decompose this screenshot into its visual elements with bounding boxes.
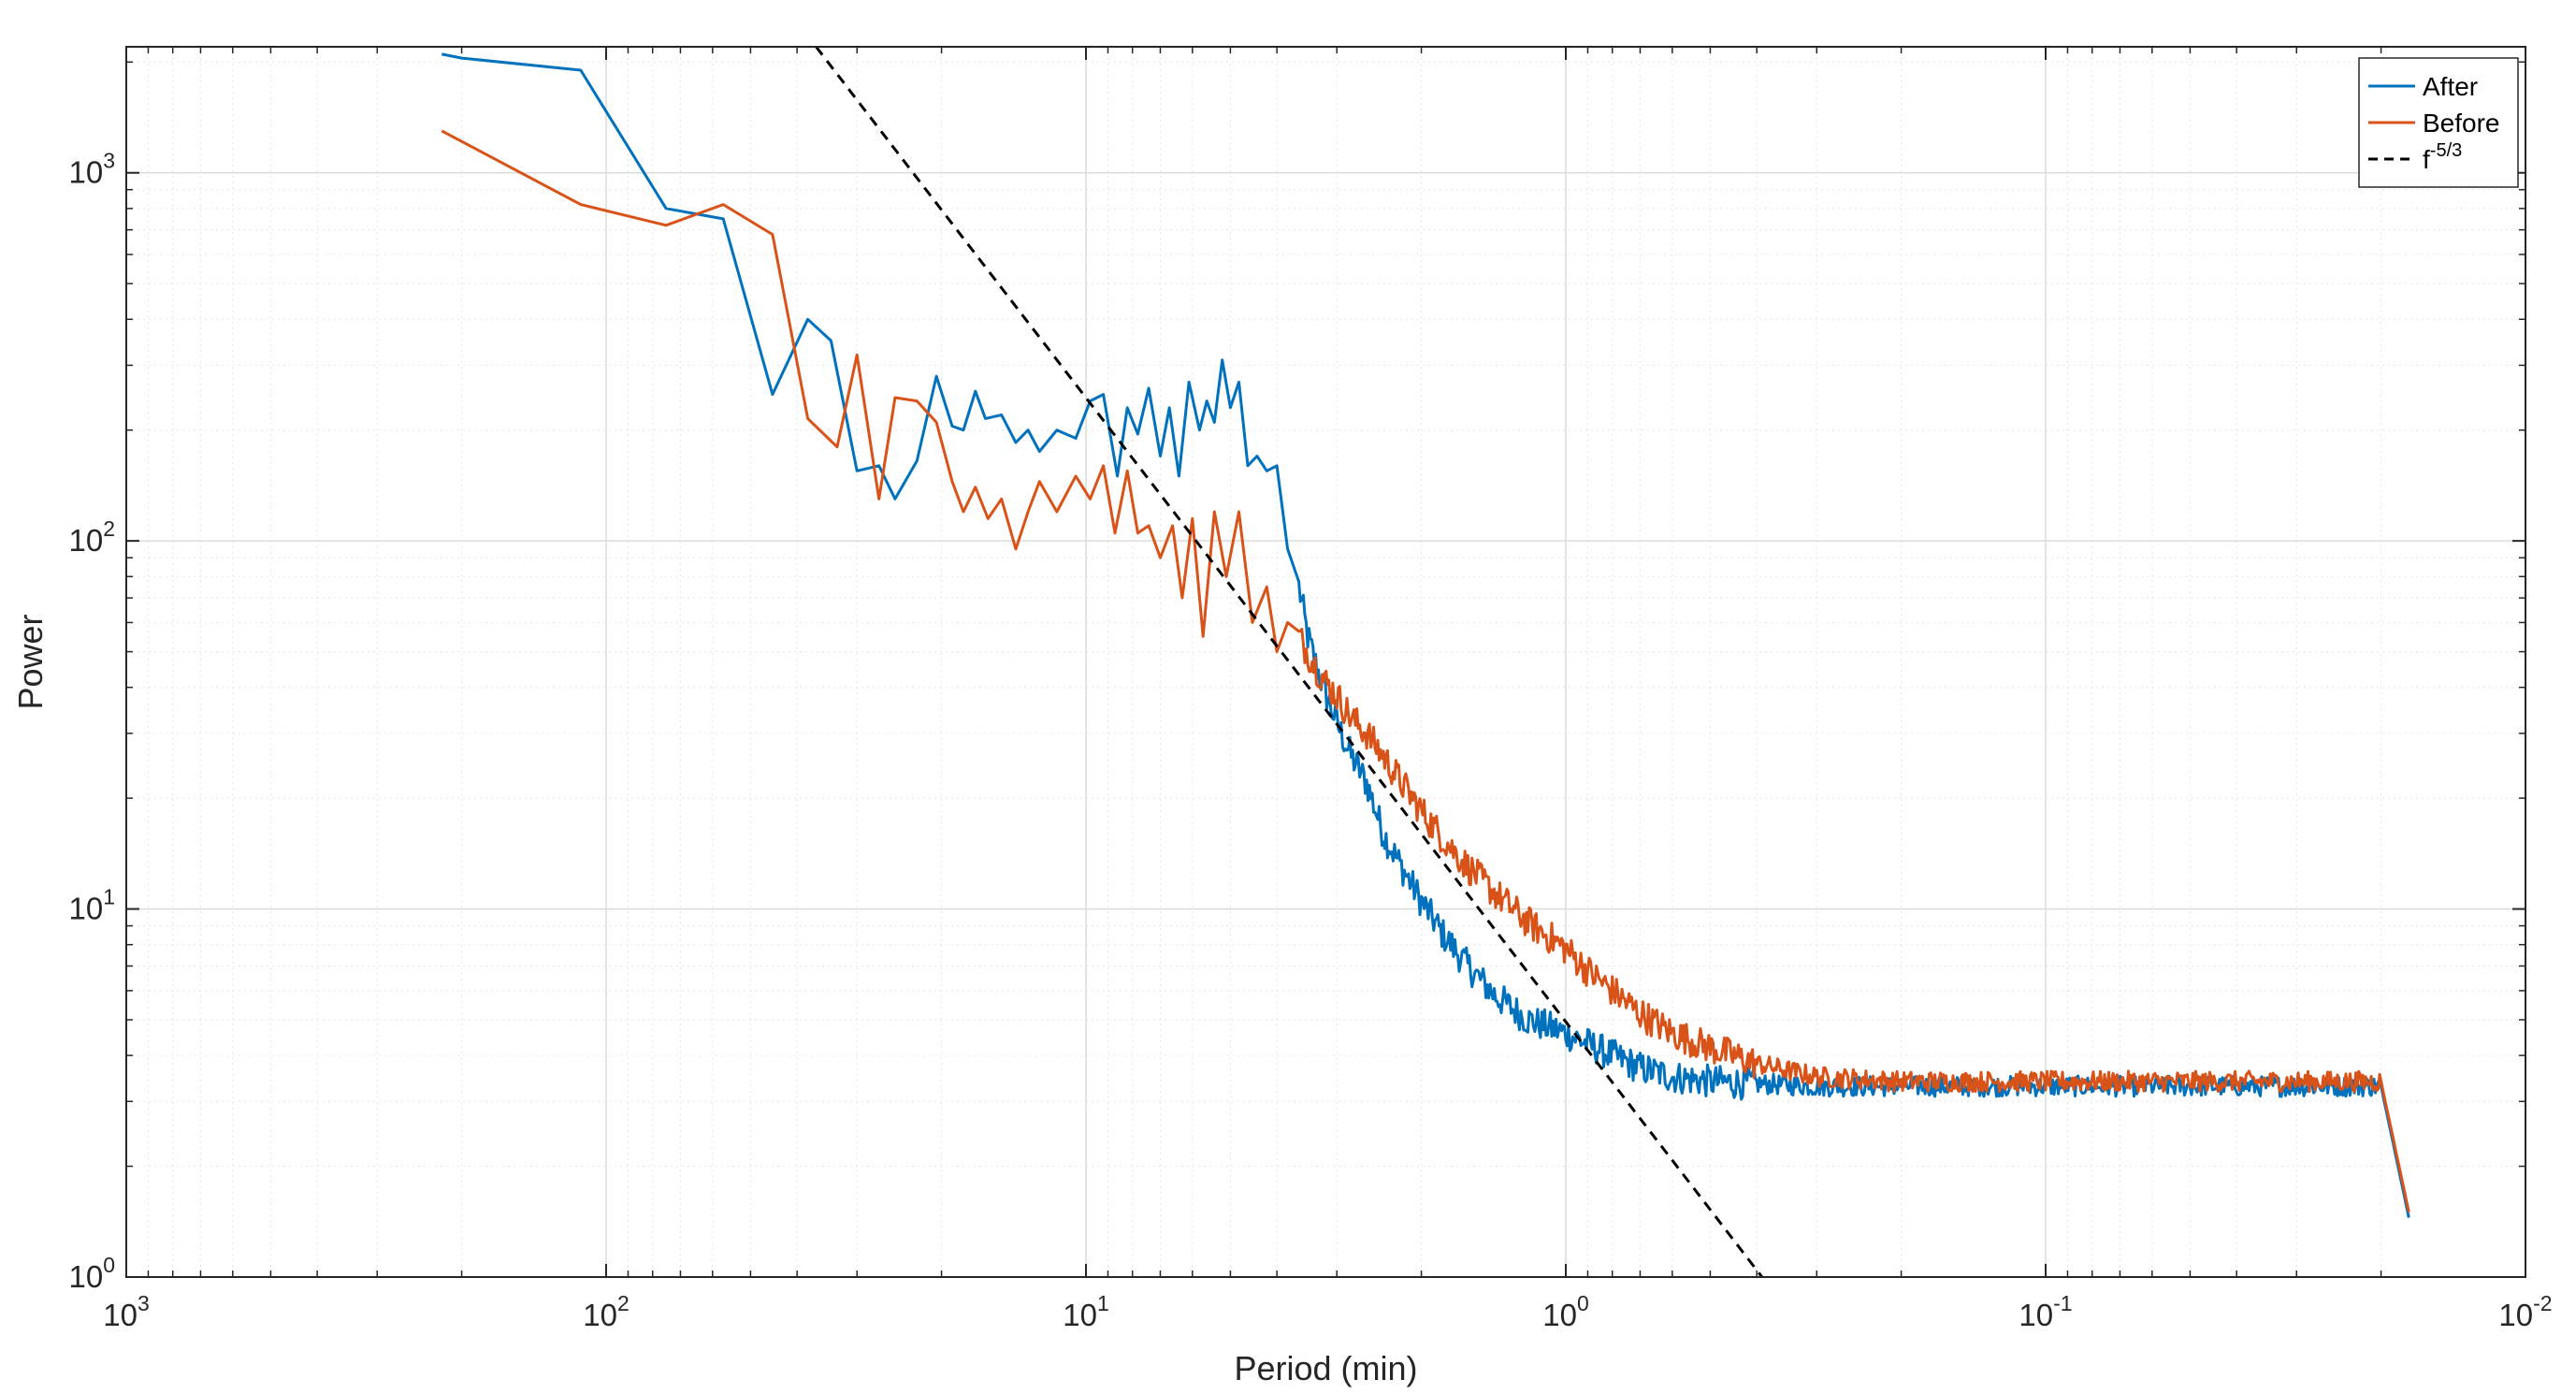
x-tick-label: 102 [583, 1291, 630, 1332]
x-tick-label-exp: 3 [137, 1291, 150, 1315]
x-tick-label-exp: 1 [1097, 1291, 1109, 1315]
x-tick-label-exp: -1 [2053, 1291, 2072, 1315]
minor-grid [126, 47, 2525, 1277]
x-tick-label: 10-2 [2498, 1291, 2552, 1332]
x-tick-label-base: 10 [103, 1298, 137, 1332]
y-tick-label: 100 [68, 1253, 115, 1294]
series-line-after [441, 52, 2410, 1218]
legend-label-main: After [2423, 72, 2478, 101]
ticks-layer [125, 47, 2526, 1278]
y-tick-label-exp: 0 [103, 1253, 115, 1277]
y-tick-label-exp: 3 [103, 149, 115, 173]
legend-label: Before [2423, 109, 2500, 138]
x-axis-label: Period (min) [1234, 1349, 1417, 1387]
x-tick-label: 100 [1542, 1291, 1589, 1332]
y-tick-label-base: 10 [68, 155, 103, 190]
series-line-f-5-3 [815, 46, 1763, 1278]
x-tick-label: 103 [103, 1291, 150, 1332]
x-tick-label: 101 [1063, 1291, 1109, 1332]
series-line-before [441, 129, 2410, 1213]
y-axis-label: Power [11, 614, 50, 709]
y-tick-label: 103 [68, 149, 115, 190]
x-tick-label-base: 10 [2019, 1298, 2053, 1332]
y-tick-label-base: 10 [68, 523, 103, 558]
legend-label-main: f [2423, 145, 2430, 174]
y-tick-label-base: 10 [68, 892, 103, 926]
x-tick-label-exp: 0 [1577, 1291, 1589, 1315]
legend-label-sup: -5/3 [2430, 140, 2462, 161]
y-tick-label: 101 [68, 885, 115, 926]
series-layer [441, 46, 2410, 1278]
y-tick-label-exp: 1 [103, 885, 115, 909]
y-tick-label-exp: 2 [103, 516, 115, 541]
x-tick-label-base: 10 [1063, 1298, 1097, 1332]
y-tick-label: 102 [68, 516, 115, 558]
y-tick-label-base: 10 [68, 1259, 103, 1294]
legend-label-main: Before [2423, 109, 2500, 138]
legend-label: f-5/3 [2423, 140, 2462, 174]
plot-frame [125, 46, 2526, 1278]
legend-label: After [2423, 72, 2478, 101]
x-tick-label-base: 10 [583, 1298, 617, 1332]
x-tick-label: 10-1 [2019, 1291, 2072, 1332]
x-tick-label-base: 10 [2498, 1298, 2533, 1332]
x-tick-label-base: 10 [1542, 1298, 1577, 1332]
x-tick-label-exp: 2 [617, 1291, 630, 1315]
x-tick-label-exp: -2 [2533, 1291, 2552, 1315]
